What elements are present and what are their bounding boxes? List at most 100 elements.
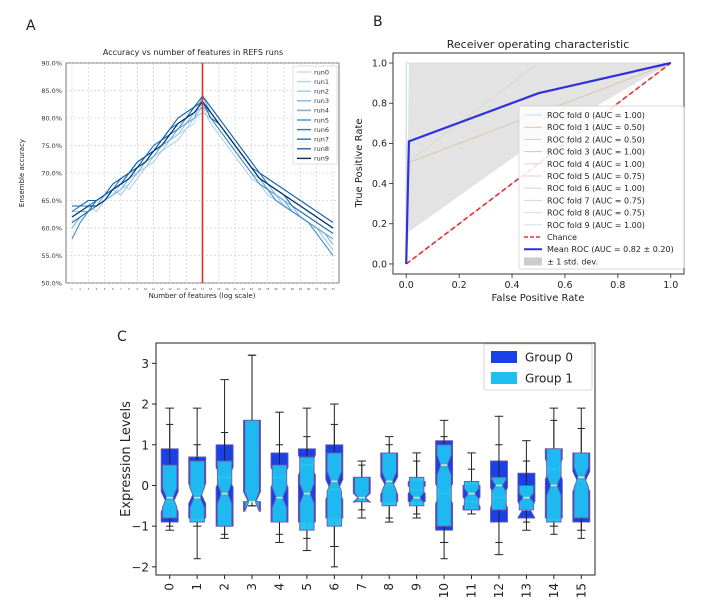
chart-a-legend-label: run5 [314, 116, 329, 124]
chart-a-legend-label: run4 [314, 107, 329, 115]
box-group-1-15 [573, 452, 589, 519]
chart-c-x-tick-label: 14 [547, 583, 561, 598]
box-group-1-1 [189, 460, 205, 523]
chart-b-x-tick-label: 0.2 [452, 280, 467, 291]
box-group-1-9 [408, 476, 425, 507]
chart-b-legend-label: ROC fold 3 (AUC = 1.00) [547, 148, 645, 157]
chart-a-x-tick-label: 14 [176, 287, 180, 291]
chart-b-title: Receiver operating characteristic [447, 38, 630, 51]
chart-a-x-tick-label: 21 [233, 287, 237, 291]
chart-c-x-tick-label: 2 [218, 583, 232, 591]
chart-b-legend: ROC fold 0 (AUC = 1.00) ROC fold 1 (AUC =… [518, 105, 685, 270]
chart-a-x-tick-label: 19 [217, 287, 221, 291]
chart-c-x-tick-label: 15 [574, 583, 588, 598]
chart-a-y-tick-label: 90.0% [41, 60, 62, 68]
chart-a-y-tick-label: 55.0% [41, 252, 62, 260]
chart-c-legend-label: Group 1 [525, 372, 573, 386]
chart-b-legend-label: ROC fold 1 (AUC = 0.50) [547, 123, 645, 132]
chart-a-legend-label: run6 [314, 126, 329, 134]
chart-c-y-tick-label: 3 [141, 357, 149, 371]
chart-b-legend-label: ± 1 std. dev. [547, 257, 598, 266]
chart-c-x-tick-label: 8 [382, 583, 396, 591]
chart-a-x-tick-label: 18 [209, 287, 213, 291]
panel-a-accuracy-chart: Accuracy vs number of features in REFS r… [18, 48, 340, 300]
chart-a-ylabel: Ensemble accuracy [18, 139, 26, 207]
chart-a-x-tick-label: 3 [87, 287, 89, 291]
chart-c-boxes [160, 354, 591, 568]
chart-a-legend-label: run7 [314, 136, 329, 144]
chart-b-legend-label: ROC fold 7 (AUC = 0.75) [547, 196, 645, 205]
chart-c-x-tick-label: 4 [272, 583, 286, 591]
chart-b-legend-label: ROC fold 0 (AUC = 1.00) [547, 111, 645, 120]
chart-a-x-tick-label: 11 [152, 287, 156, 291]
chart-b-ylabel: True Positive Rate [354, 118, 365, 208]
chart-a-x-tick-label: 23 [250, 287, 254, 291]
chart-c-x-tick-label: 12 [492, 583, 506, 598]
panel-label-c: C [117, 329, 127, 345]
chart-a-x-tick-label: 26 [274, 287, 278, 291]
chart-b-legend-label: ROC fold 2 (AUC = 0.50) [547, 135, 645, 144]
box-group-1-3 [244, 419, 260, 512]
box-group-1-4 [271, 464, 288, 523]
box-group-1-10 [436, 444, 452, 527]
box-group-1-6 [326, 452, 343, 527]
chart-a-x-tick-label: 13 [168, 287, 172, 291]
chart-a-x-tick-label: 1 [71, 287, 73, 291]
chart-a-x-tick-label: 15 [185, 287, 189, 291]
chart-a-xlabel: Number of features (log scale) [149, 292, 256, 300]
chart-b-y-tick-label: 1.0 [372, 58, 387, 69]
chart-c-x-tick-label: 3 [245, 583, 259, 591]
chart-b-legend-label: ROC fold 6 (AUC = 1.00) [547, 184, 645, 193]
chart-b-legend-label: ROC fold 4 (AUC = 1.00) [547, 160, 645, 169]
chart-a-x-tick-label: 27 [282, 287, 286, 291]
chart-c-x-ticks: 0 1 2 3 4 5 6 7 8 9 10 11 12 13 14 15 [163, 575, 588, 598]
chart-c-x-tick-label: 10 [437, 583, 451, 598]
roc-chance-line [405, 62, 672, 265]
chart-c-x-tick-label: 0 [163, 583, 177, 591]
chart-a-legend-label: run3 [314, 97, 329, 105]
box-group-1-7 [354, 476, 370, 504]
chart-a-y-tick-label: 50.0% [41, 280, 62, 288]
chart-b-xlabel: False Positive Rate [492, 293, 585, 304]
chart-a-y-tick-label: 60.0% [41, 225, 62, 233]
chart-c-y-tick-label: 1 [141, 438, 149, 452]
chart-b-legend-label: ROC fold 5 (AUC = 0.75) [547, 172, 645, 181]
chart-b-y-tick-label: 0.2 [372, 219, 387, 230]
chart-a-legend-box [292, 65, 338, 165]
chart-a-x-tick-label: 2 [79, 287, 81, 291]
chart-b-y-tick-label: 0.0 [372, 259, 387, 270]
chart-c-legend-swatch [491, 372, 517, 384]
chart-c-ylabel: Expression Levels [119, 401, 134, 517]
chart-b-x-tick-label: 1.0 [663, 280, 678, 291]
chart-a-x-tick-label: 24 [258, 287, 262, 291]
chart-a-legend-label: run8 [314, 145, 329, 153]
chart-a-y-tick-label: 85.0% [41, 87, 62, 95]
chart-c-x-tick-label: 7 [355, 583, 369, 591]
chart-a-y-ticks: 50.0% 55.0% 60.0% 65.0% 70.0% 75.0% 80.0% 85.0%… [41, 60, 62, 288]
chart-a-x-tick-label: 12 [160, 287, 164, 291]
chart-a-x-ticks: 1 2 3 4 5 6 7 8 9 10 11 12 13 14 15 16 17 18 19 20 21 22 23 24 2… [71, 287, 335, 291]
box-group-1-11 [463, 480, 480, 511]
chart-a-x-tick-label: 28 [291, 287, 295, 291]
chart-a-y-tick-label: 80.0% [41, 115, 62, 123]
chart-a-x-tick-label: 4 [96, 287, 98, 291]
panel-b-roc-chart: Receiver operating characteristic 0.0 0.2… [354, 38, 685, 304]
chart-c-x-tick-label: 6 [327, 583, 341, 591]
chart-a-x-tick-label: 5 [104, 287, 106, 291]
chart-c-y-tick-label: −2 [131, 560, 149, 574]
chart-a-y-tick-label: 70.0% [41, 170, 62, 178]
chart-b-x-tick-label: 0.6 [557, 280, 572, 291]
roc-mean-line [405, 61, 672, 265]
chart-b-legend-swatch [524, 257, 542, 266]
chart-c-x-tick-label: 1 [190, 583, 204, 591]
chart-c-x-tick-label: 11 [465, 583, 479, 598]
box-group-1-8 [381, 452, 397, 507]
chart-a-legend-label: run0 [314, 68, 329, 76]
chart-a-y-tick-label: 75.0% [41, 142, 62, 150]
chart-a-x-tick-label: 8 [128, 287, 130, 291]
chart-a-legend-label: run2 [314, 88, 329, 96]
chart-a-title: Accuracy vs number of features in REFS r… [103, 48, 283, 57]
panel-label-b: B [373, 14, 383, 30]
chart-a-x-tick-label: 20 [225, 287, 229, 291]
